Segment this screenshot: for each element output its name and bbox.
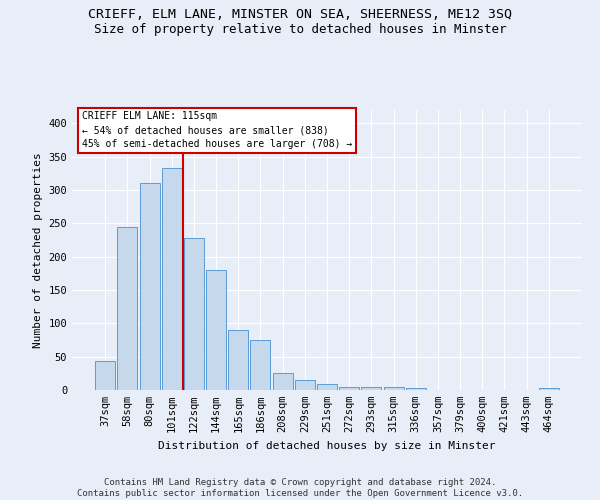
Bar [317,384,337,390]
Bar [539,388,559,390]
Bar [118,226,137,390]
Bar [272,374,293,390]
Y-axis label: Number of detached properties: Number of detached properties [33,152,43,348]
Bar [140,184,160,390]
Bar [383,388,404,390]
Bar [162,168,182,390]
Text: Contains HM Land Registry data © Crown copyright and database right 2024.
Contai: Contains HM Land Registry data © Crown c… [77,478,523,498]
Bar [361,386,382,390]
Text: Size of property relative to detached houses in Minster: Size of property relative to detached ho… [94,22,506,36]
Bar [406,388,426,390]
Bar [184,238,204,390]
Bar [250,340,271,390]
Bar [206,270,226,390]
Bar [228,330,248,390]
Text: CRIEFF, ELM LANE, MINSTER ON SEA, SHEERNESS, ME12 3SQ: CRIEFF, ELM LANE, MINSTER ON SEA, SHEERN… [88,8,512,20]
Bar [295,380,315,390]
X-axis label: Distribution of detached houses by size in Minster: Distribution of detached houses by size … [158,440,496,450]
Bar [339,386,359,390]
Text: CRIEFF ELM LANE: 115sqm
← 54% of detached houses are smaller (838)
45% of semi-d: CRIEFF ELM LANE: 115sqm ← 54% of detache… [82,112,352,150]
Bar [95,360,115,390]
